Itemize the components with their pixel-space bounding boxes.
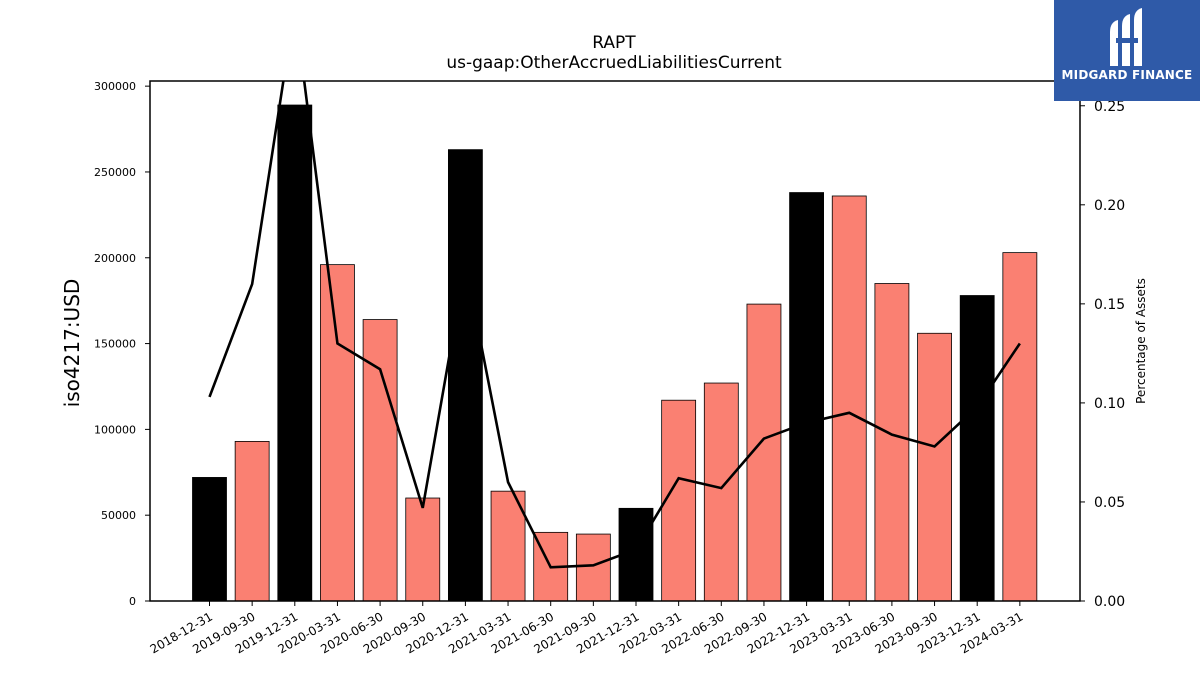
y2-tick-label: 0.10 bbox=[1094, 396, 1125, 412]
bar-2022-06-30 bbox=[703, 382, 739, 602]
bar-2018-12-31 bbox=[192, 477, 227, 602]
y2-tick-label: 0.20 bbox=[1094, 198, 1125, 214]
logo-text: MIDGARD FINANCE bbox=[1061, 68, 1193, 82]
y-tick-label: 200000 bbox=[94, 252, 136, 265]
bar-2022-12-31 bbox=[789, 192, 824, 602]
bar-2023-06-30 bbox=[874, 283, 910, 602]
y-tick-label: 150000 bbox=[94, 338, 136, 351]
chart-subtitle: us-gaap:OtherAccruedLiabilitiesCurrent bbox=[446, 53, 782, 73]
y2-tick-label: 0.00 bbox=[1094, 594, 1125, 610]
percentage-of-assets-line bbox=[208, 81, 1021, 569]
bar-2021-03-31 bbox=[490, 490, 526, 602]
y-axis-label: iso4217:USD bbox=[60, 279, 84, 408]
logo-mark-icon bbox=[1110, 8, 1142, 66]
bar-2020-09-30 bbox=[405, 497, 441, 602]
chart-title: RAPT bbox=[592, 33, 636, 53]
bar-2019-09-30 bbox=[234, 440, 270, 602]
bar-2024-03-31 bbox=[1002, 252, 1038, 602]
bar-2020-03-31 bbox=[320, 264, 355, 602]
plot-frame bbox=[149, 80, 1081, 602]
bar-2023-03-31 bbox=[831, 195, 867, 602]
y-tick-label: 300000 bbox=[94, 80, 136, 93]
midgard-finance-logo: MIDGARD FINANCE bbox=[1054, 0, 1200, 101]
y-tick-label: 250000 bbox=[94, 166, 136, 179]
bar-2019-12-31 bbox=[277, 104, 313, 602]
bar-2022-03-31 bbox=[661, 399, 697, 602]
y-tick-label: 0 bbox=[129, 595, 136, 608]
y2-tick-label: 0.25 bbox=[1094, 99, 1125, 115]
bar-2023-12-31 bbox=[959, 295, 995, 602]
y2-tick-label: 0.15 bbox=[1094, 297, 1125, 313]
bar-2021-09-30 bbox=[575, 533, 611, 602]
y-tick-label: 50000 bbox=[101, 509, 136, 522]
y2-tick-label: 0.05 bbox=[1094, 495, 1125, 511]
bar-2020-12-31 bbox=[447, 149, 483, 602]
bar-2023-09-30 bbox=[917, 332, 952, 602]
bar-2020-06-30 bbox=[362, 319, 398, 602]
y-tick-label: 100000 bbox=[94, 423, 136, 436]
y2-axis-label: Percentage of Assets bbox=[1134, 278, 1148, 404]
